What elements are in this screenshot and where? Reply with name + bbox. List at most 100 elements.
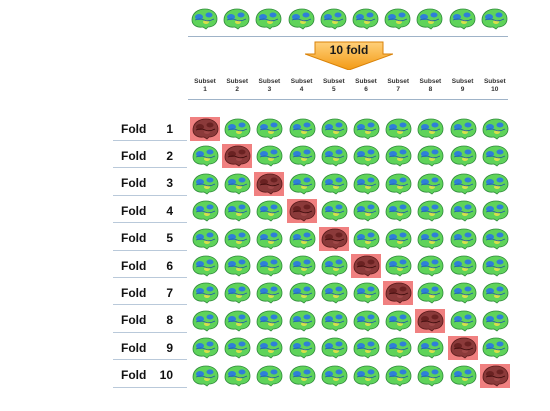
- brain-icon: [287, 8, 315, 32]
- brain-icon: [450, 200, 476, 222]
- fold-label: Fold 9: [113, 336, 187, 361]
- brain-icon: [482, 145, 509, 167]
- brain-icon: [415, 8, 443, 32]
- subset-header: Subset 1: [190, 78, 220, 94]
- train-subset-cell: [254, 281, 284, 305]
- fold-text: Fold: [121, 285, 147, 300]
- train-subset-cell: [415, 117, 445, 141]
- brain-icon: [482, 200, 509, 222]
- brain-icon: [190, 8, 218, 32]
- brain-icon: [254, 8, 282, 32]
- train-subset-cell: [287, 281, 317, 305]
- train-subset-cell: [319, 254, 349, 278]
- fold-label: Fold 6: [113, 254, 187, 278]
- subset-index: 5: [331, 86, 336, 93]
- train-subset-cell: [222, 309, 252, 333]
- test-subset-cell: [190, 117, 220, 141]
- fold-index: 9: [166, 340, 173, 355]
- train-subset-cell: [448, 227, 478, 251]
- train-subset-cell: [190, 254, 220, 278]
- brain-icon: [256, 255, 283, 277]
- train-subset-cell: [222, 364, 252, 388]
- brain-icon: [385, 365, 412, 387]
- subset-index: 7: [396, 86, 400, 93]
- subset-header: Subset 3: [254, 78, 284, 94]
- train-subset-cell: [190, 227, 220, 251]
- brain-icon: [289, 145, 315, 167]
- train-subset-cell: [351, 227, 381, 251]
- train-subset-cell: [351, 364, 381, 388]
- train-subset-cell: [190, 281, 220, 305]
- brain-icon: [224, 200, 251, 222]
- train-subset-cell: [383, 336, 413, 360]
- brain-icon: [321, 310, 348, 332]
- subset-name: Subset: [387, 78, 410, 85]
- brain-icon: [321, 365, 348, 387]
- brain-icon: [480, 8, 508, 32]
- subset-name: Subset: [258, 78, 281, 85]
- brain-icon: [289, 365, 315, 387]
- brain-icon: [192, 282, 219, 304]
- brain-icon: [482, 255, 509, 277]
- test-subset-cell: [351, 254, 381, 278]
- brain-icon: [482, 173, 509, 195]
- brain-icon: [289, 310, 315, 332]
- brain-icon: [353, 228, 380, 250]
- subset-index: 8: [428, 86, 433, 93]
- brain-icon: [385, 228, 412, 250]
- brain-icon: [385, 282, 412, 304]
- train-subset-cell: [287, 364, 317, 388]
- fold-text: Fold: [121, 148, 147, 163]
- brain-icon: [289, 118, 315, 140]
- train-subset-cell: [254, 227, 284, 251]
- fold-text: Fold: [121, 258, 147, 273]
- train-subset-cell: [190, 144, 220, 168]
- brain-icon: [222, 8, 250, 32]
- brain-icon: [353, 200, 380, 222]
- train-subset-cell: [190, 364, 220, 388]
- subset-header: Subset 2: [222, 78, 252, 94]
- train-subset-cell: [415, 364, 445, 388]
- train-subset-cell: [415, 227, 445, 251]
- brain-icon: [192, 173, 219, 195]
- brain-icon: [256, 310, 283, 332]
- train-subset-cell: [287, 254, 317, 278]
- train-subset-cell: [351, 172, 381, 196]
- brain-icon: [385, 337, 412, 359]
- fold-index: 7: [166, 285, 173, 300]
- train-subset-cell: [383, 227, 413, 251]
- brain-icon: [256, 228, 283, 250]
- brain-icon: [321, 228, 348, 250]
- brain-icon: [353, 337, 380, 359]
- brain-icon: [385, 255, 412, 277]
- train-subset-cell: [383, 117, 413, 141]
- train-subset-cell: [287, 144, 317, 168]
- train-subset-cell: [480, 336, 510, 360]
- brain-icon: [224, 310, 251, 332]
- subset-header: Subset 9: [448, 78, 478, 94]
- brain-icon: [289, 173, 315, 195]
- fold-label: Fold 4: [113, 199, 187, 224]
- fold-index: 6: [166, 258, 173, 273]
- train-subset-cell: [222, 281, 252, 305]
- brain-icon: [289, 200, 315, 222]
- test-subset-cell: [383, 281, 414, 306]
- brain-icon: [289, 282, 315, 304]
- fold-index: 5: [166, 231, 173, 246]
- brain-icon: [353, 255, 380, 277]
- brain-icon: [321, 337, 348, 359]
- train-subset-cell: [448, 309, 478, 333]
- brain-icon: [385, 200, 412, 222]
- train-subset-cell: [287, 336, 317, 360]
- brain-icon: [482, 282, 509, 304]
- train-subset-cell: [415, 254, 445, 278]
- brain-icon: [353, 118, 380, 140]
- brain-icon: [450, 282, 476, 304]
- train-subset-cell: [222, 336, 252, 360]
- brain-icon: [192, 145, 219, 167]
- train-subset-cell: [254, 309, 284, 333]
- fold-text: Fold: [121, 203, 147, 218]
- train-subset-cell: [480, 309, 510, 333]
- train-subset-cell: [222, 227, 252, 251]
- train-subset-cell: [383, 254, 413, 278]
